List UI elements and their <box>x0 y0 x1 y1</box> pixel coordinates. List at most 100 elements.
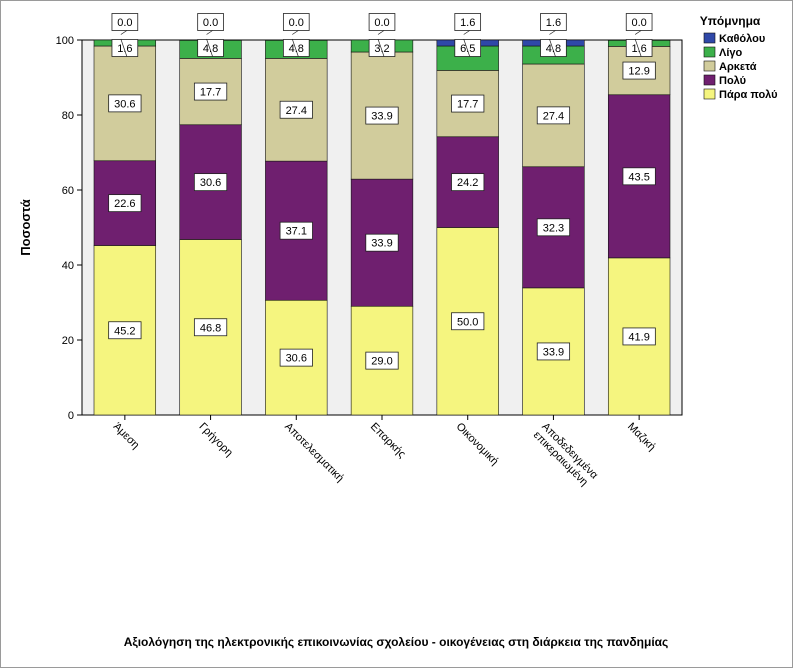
data-label-text: 37.1 <box>286 226 307 238</box>
y-tick-label: 80 <box>62 110 74 122</box>
data-label-box <box>451 173 485 192</box>
data-label-leader <box>463 38 471 57</box>
y-tick-label: 100 <box>56 35 74 47</box>
data-label: 46.8 <box>193 318 228 337</box>
data-label-text: 30.6 <box>286 353 307 365</box>
data-label-leader <box>377 30 385 35</box>
legend-item: Λίγο <box>703 46 743 59</box>
data-label: 37.1 <box>279 221 313 240</box>
data-label-box <box>368 13 396 31</box>
data-label-box <box>108 194 142 213</box>
legend-item: Πολύ <box>703 74 746 87</box>
x-tick-label: Αποτελεσματική <box>282 421 346 485</box>
data-labels: 45.2 22.6 30.6 1.6 0.0 46.8 30.6 17.7 4.8 0.0 30.6… <box>108 13 656 370</box>
data-label: 27.4 <box>279 100 313 119</box>
data-label-text: 4.8 <box>203 43 218 55</box>
data-label-box <box>193 82 228 101</box>
data-label: 33.9 <box>536 342 571 361</box>
x-tick-label: Οικονομική <box>454 421 501 468</box>
data-label-text: 33.9 <box>543 346 564 358</box>
data-label-text: 4.8 <box>289 43 304 55</box>
data-label-text: 33.9 <box>371 238 392 250</box>
data-label-text: 0.0 <box>203 17 218 29</box>
data-label: 0.0 <box>625 13 653 35</box>
legend-label: Πολύ <box>719 75 746 87</box>
legend: Υπόμνημα Καθόλου Λίγο Αρκετά Πολύ Πάρα πολύ <box>700 14 778 101</box>
data-label-leader <box>206 38 213 57</box>
data-label-text: 32.3 <box>543 222 564 234</box>
data-label-box <box>279 221 313 240</box>
y-tick-label: 40 <box>62 260 74 272</box>
legend-label: Καθόλου <box>719 33 765 45</box>
data-label-text: 29.0 <box>371 356 392 368</box>
data-label: 45.2 <box>108 321 142 340</box>
data-label-box <box>282 13 310 31</box>
data-label-box <box>197 13 224 31</box>
data-label-box <box>622 167 656 186</box>
data-label-leader <box>120 38 128 57</box>
data-label-box <box>365 106 399 125</box>
data-label-leader <box>206 30 213 35</box>
data-label-box <box>279 348 313 367</box>
legend-swatch <box>703 46 716 58</box>
data-label-box <box>540 13 567 31</box>
data-label-box <box>368 39 396 57</box>
data-label-text: 0.0 <box>631 17 646 29</box>
x-tick-label: Άμεση <box>111 421 142 452</box>
data-label-text: 1.6 <box>546 17 561 29</box>
data-label-box <box>536 106 571 125</box>
data-label-text: 1.6 <box>460 17 475 29</box>
data-label-text: 17.7 <box>200 87 221 99</box>
data-label-text: 50.0 <box>457 316 478 328</box>
data-label-text: 0.0 <box>289 17 304 29</box>
data-label-text: 46.8 <box>200 322 221 334</box>
data-label-box <box>108 321 142 340</box>
data-label: 1.6 <box>540 13 567 35</box>
data-label: 30.6 <box>193 173 228 192</box>
data-label: 24.2 <box>451 173 485 192</box>
data-label-box <box>454 39 482 57</box>
data-label: 22.6 <box>108 194 142 213</box>
data-label-text: 1.6 <box>117 43 132 55</box>
legend-swatch <box>703 60 716 72</box>
data-label-box <box>451 312 485 331</box>
data-label: 33.9 <box>365 233 399 252</box>
data-label-leader <box>549 30 556 35</box>
x-tick-label: Επαρκής <box>368 421 408 461</box>
data-label: 33.9 <box>365 106 399 125</box>
data-label: 17.7 <box>451 94 485 113</box>
data-label-text: 30.6 <box>114 98 135 110</box>
data-label-text: 45.2 <box>114 325 135 337</box>
y-axis-title: Ποσοστά <box>18 199 33 256</box>
data-label: 0.0 <box>197 13 224 35</box>
legend-swatch <box>703 74 716 86</box>
data-label-box <box>193 173 228 192</box>
data-label: 4.8 <box>540 38 567 57</box>
data-label-text: 4.8 <box>546 43 561 55</box>
data-label-box <box>111 39 139 57</box>
data-label-box <box>282 39 310 57</box>
data-label: 43.5 <box>622 167 656 186</box>
data-label-box <box>536 342 571 361</box>
x-axis: Άμεση Γρήγορη Αποτελεσματική Επαρκής Οικονομ… <box>111 415 658 488</box>
data-label-text: 12.9 <box>628 66 649 78</box>
legend-label: Πάρα πολύ <box>719 89 778 101</box>
data-label-box <box>279 100 313 119</box>
data-label: 30.6 <box>279 348 313 367</box>
data-label-box <box>625 39 653 57</box>
data-label-box <box>111 13 139 31</box>
data-label-text: 24.2 <box>457 177 478 189</box>
y-tick-label: 20 <box>62 335 74 347</box>
x-tick-label: Μαζική <box>625 421 658 454</box>
data-label-box <box>622 61 656 80</box>
data-label: 3.2 <box>368 38 396 57</box>
data-label-text: 0.0 <box>117 17 132 29</box>
data-label: 41.9 <box>622 327 656 346</box>
data-label-text: 17.7 <box>457 99 478 111</box>
data-label: 50.0 <box>451 312 485 331</box>
data-label: 0.0 <box>111 13 139 35</box>
data-label-box <box>451 94 485 113</box>
data-label-text: 27.4 <box>286 105 307 117</box>
data-label: 1.6 <box>625 38 653 57</box>
